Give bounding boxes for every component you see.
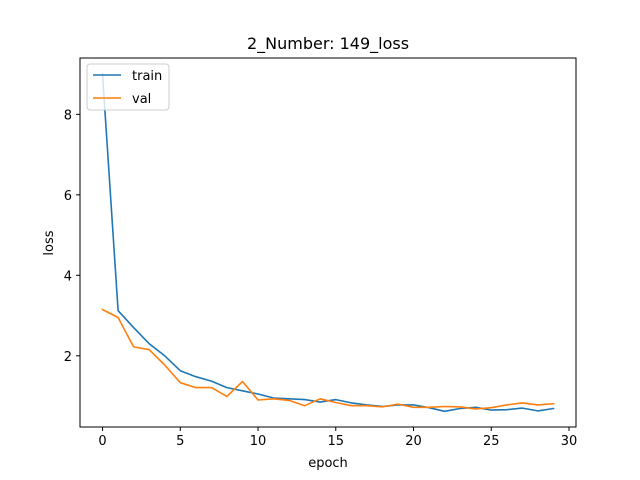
x-tick-label: 30 (561, 434, 578, 449)
x-tick-label: 15 (328, 434, 345, 449)
x-tick-label: 0 (98, 434, 106, 449)
x-tick-label: 20 (405, 434, 422, 449)
y-axis: 2 4 6 8 (64, 108, 80, 365)
x-axis-label: epoch (308, 456, 348, 471)
x-tick-label: 10 (250, 434, 267, 449)
legend-items: train val (93, 69, 162, 107)
x-axis: 0 5 10 15 20 25 30 (98, 427, 577, 449)
y-tick-label: 6 (64, 189, 72, 204)
legend-label-val: val (132, 92, 151, 107)
y-tick-label: 2 (64, 350, 72, 365)
y-tick-label: 8 (64, 108, 72, 123)
x-tick-label: 25 (483, 434, 500, 449)
legend-label-train: train (132, 69, 162, 84)
series-line-val (101, 308, 555, 410)
y-tick-label: 4 (64, 269, 72, 284)
series-line-train (101, 73, 555, 413)
x-tick-label: 5 (176, 434, 184, 449)
plot-area (79, 57, 577, 428)
plot-frame (79, 57, 577, 428)
series-layer (101, 73, 555, 413)
chart-title: 2_Number: 149_loss (247, 34, 409, 54)
y-axis-label: loss (42, 230, 57, 255)
legend: train val (86, 63, 170, 111)
